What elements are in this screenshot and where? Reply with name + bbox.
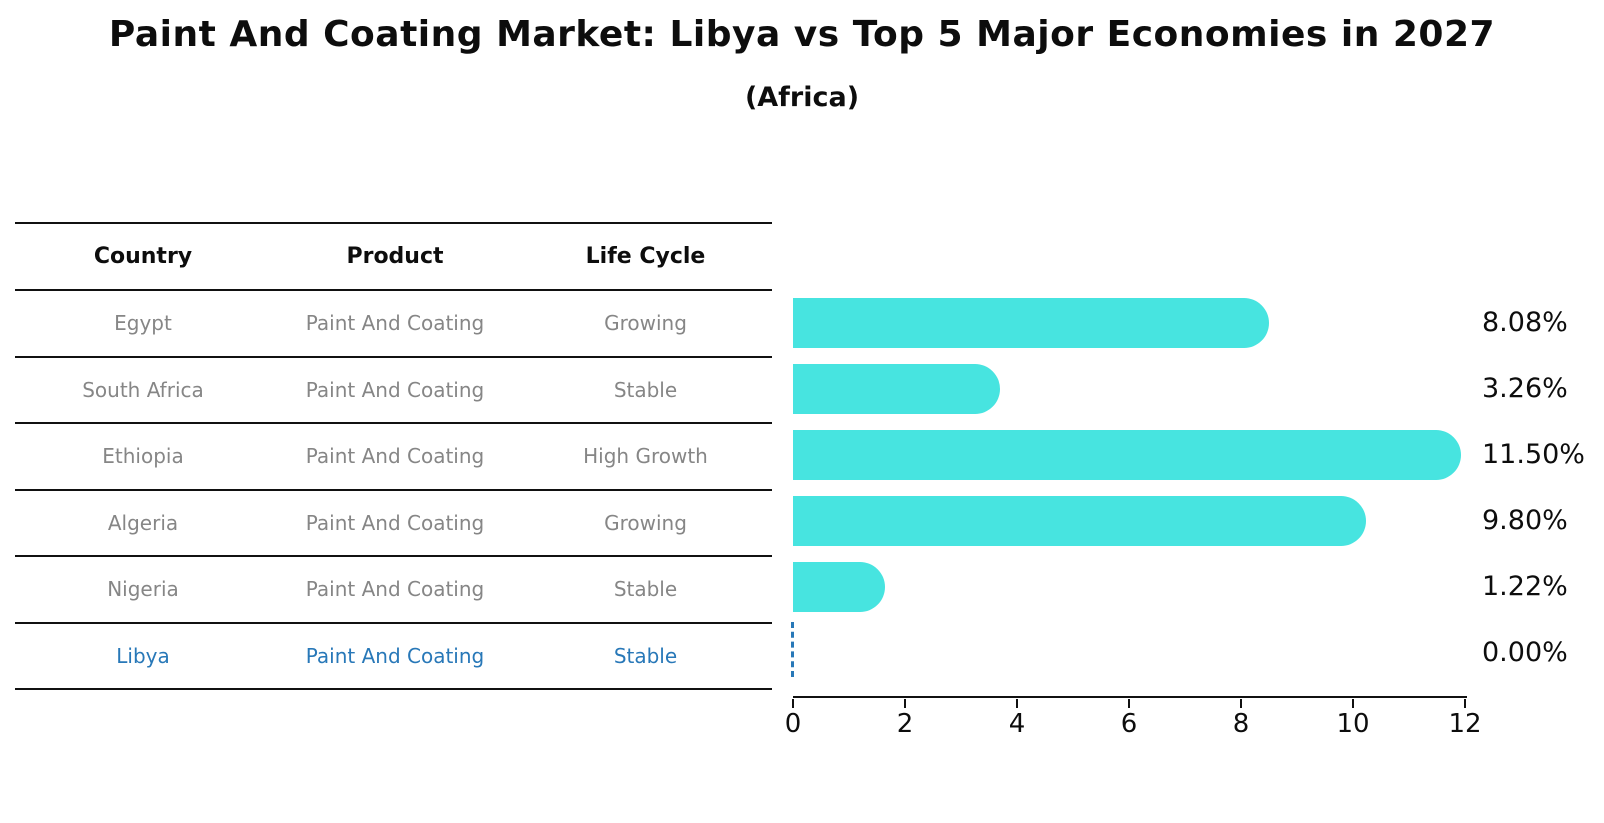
table-cell-life-cycle: Stable (613, 577, 678, 602)
table-cell-life-cycle: Stable (613, 377, 678, 402)
column-header-product: Product (346, 244, 444, 269)
x-tick-label-6: 6 (1120, 709, 1138, 739)
x-tick-mark-2 (903, 698, 906, 708)
table-row-ethiopia: Ethiopia Paint And Coating High Growth (15, 424, 772, 491)
table-cell-country: Ethiopia (102, 444, 184, 469)
table-cell-life-cycle: Stable (613, 643, 678, 668)
x-tick-label-12: 12 (1448, 709, 1482, 739)
table-row-libya: Libya Paint And Coating Stable (15, 624, 772, 690)
table-cell-product: Paint And Coating (305, 311, 485, 336)
x-tick-mark-12 (1463, 698, 1466, 708)
x-tick-mark-0 (791, 698, 794, 708)
value-label-south-africa: 3.26% (1482, 373, 1568, 404)
table-cell-country: Libya (116, 643, 170, 668)
column-header-life-cycle: Life Cycle (585, 244, 706, 269)
chart-title: Paint And Coating Market: Libya vs Top 5… (108, 14, 1496, 55)
x-tick-label-2: 2 (896, 709, 914, 739)
table-cell-country: South Africa (82, 377, 204, 402)
table-cell-product: Paint And Coating (305, 510, 485, 535)
table-cell-life-cycle: Growing (604, 510, 687, 535)
x-tick-label-0: 0 (784, 709, 802, 739)
x-tick-mark-4 (1015, 698, 1018, 708)
bar-row-libya (791, 620, 1465, 686)
table-cell-life-cycle: High Growth (583, 444, 708, 469)
x-tick-mark-10 (1351, 698, 1354, 708)
x-tick-label-10: 10 (1336, 709, 1370, 739)
value-label-egypt: 8.08% (1482, 307, 1568, 338)
table-cell-product: Paint And Coating (305, 444, 485, 469)
table-cell-country: Egypt (114, 311, 172, 336)
table-cell-product: Paint And Coating (305, 577, 485, 602)
x-tick-mark-6 (1127, 698, 1130, 708)
x-axis: 0 2 4 6 8 10 12 (785, 696, 1482, 746)
table-header-row: Country Product Life Cycle (15, 224, 772, 291)
table-row-south-africa: South Africa Paint And Coating Stable (15, 358, 772, 424)
x-axis-line (793, 696, 1467, 698)
table-cell-country: Algeria (107, 510, 179, 535)
table-row-nigeria: Nigeria Paint And Coating Stable (15, 557, 772, 624)
table-cell-life-cycle: Growing (604, 311, 687, 336)
table-row-egypt: Egypt Paint And Coating Growing (15, 291, 772, 358)
value-label-nigeria: 1.22% (1482, 571, 1568, 602)
table-cell-country: Nigeria (107, 577, 179, 602)
x-tick-label-8: 8 (1232, 709, 1250, 739)
x-tick-label-4: 4 (1008, 709, 1026, 739)
table-cell-product: Paint And Coating (305, 643, 485, 668)
value-label-libya: 0.00% (1482, 637, 1568, 668)
bar-south-africa (793, 364, 1000, 414)
table-row-algeria: Algeria Paint And Coating Growing (15, 491, 772, 557)
bar-row-algeria (793, 488, 1465, 554)
value-label-ethiopia: 11.50% (1482, 439, 1585, 470)
bar-row-ethiopia (793, 422, 1465, 488)
bar-ethiopia (793, 430, 1461, 480)
column-header-country: Country (93, 244, 193, 269)
bar-egypt (793, 298, 1270, 348)
zero-value-marker-libya (791, 622, 794, 677)
chart-subtitle: (Africa) (744, 82, 860, 113)
table-cell-product: Paint And Coating (305, 377, 485, 402)
bar-algeria (793, 496, 1366, 546)
value-label-algeria: 9.80% (1482, 505, 1568, 536)
bar-row-nigeria (793, 554, 1465, 620)
country-table: Country Product Life Cycle Egypt Paint An… (15, 222, 772, 690)
table-body: Egypt Paint And Coating Growing South Afric… (15, 291, 772, 690)
bar-row-egypt (793, 290, 1465, 356)
bar-plot-area (791, 290, 1465, 686)
bar-nigeria (793, 562, 886, 612)
bar-row-south-africa (793, 356, 1465, 422)
x-tick-mark-8 (1239, 698, 1242, 708)
